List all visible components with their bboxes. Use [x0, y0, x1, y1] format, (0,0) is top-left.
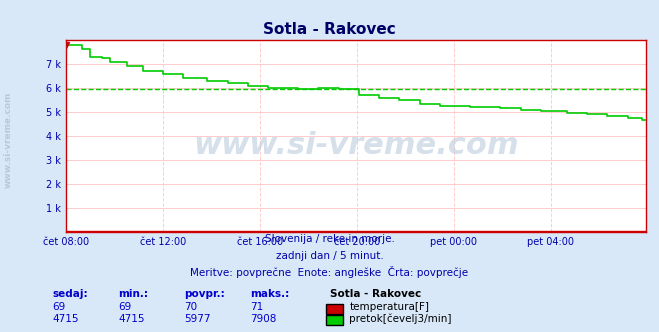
Text: pretok[čevelj3/min]: pretok[čevelj3/min] [349, 313, 452, 324]
Text: 4715: 4715 [119, 314, 145, 324]
Text: Sotla - Rakovec: Sotla - Rakovec [330, 289, 420, 299]
Text: 69: 69 [53, 302, 66, 312]
Text: min.:: min.: [119, 289, 149, 299]
Text: 7908: 7908 [250, 314, 277, 324]
Text: maks.:: maks.: [250, 289, 290, 299]
Text: temperatura[F]: temperatura[F] [349, 302, 429, 312]
Text: Meritve: povprečne  Enote: angleške  Črta: povprečje: Meritve: povprečne Enote: angleške Črta:… [190, 266, 469, 278]
Text: sedaj:: sedaj: [53, 289, 88, 299]
Text: Slovenija / reke in morje.: Slovenija / reke in morje. [264, 234, 395, 244]
Text: www.si-vreme.com: www.si-vreme.com [3, 91, 13, 188]
Text: 70: 70 [185, 302, 198, 312]
Text: www.si-vreme.com: www.si-vreme.com [193, 131, 519, 160]
Text: 5977: 5977 [185, 314, 211, 324]
Text: 71: 71 [250, 302, 264, 312]
Text: 4715: 4715 [53, 314, 79, 324]
Text: povpr.:: povpr.: [185, 289, 225, 299]
Text: 69: 69 [119, 302, 132, 312]
Text: Sotla - Rakovec: Sotla - Rakovec [263, 22, 396, 37]
Text: zadnji dan / 5 minut.: zadnji dan / 5 minut. [275, 251, 384, 261]
